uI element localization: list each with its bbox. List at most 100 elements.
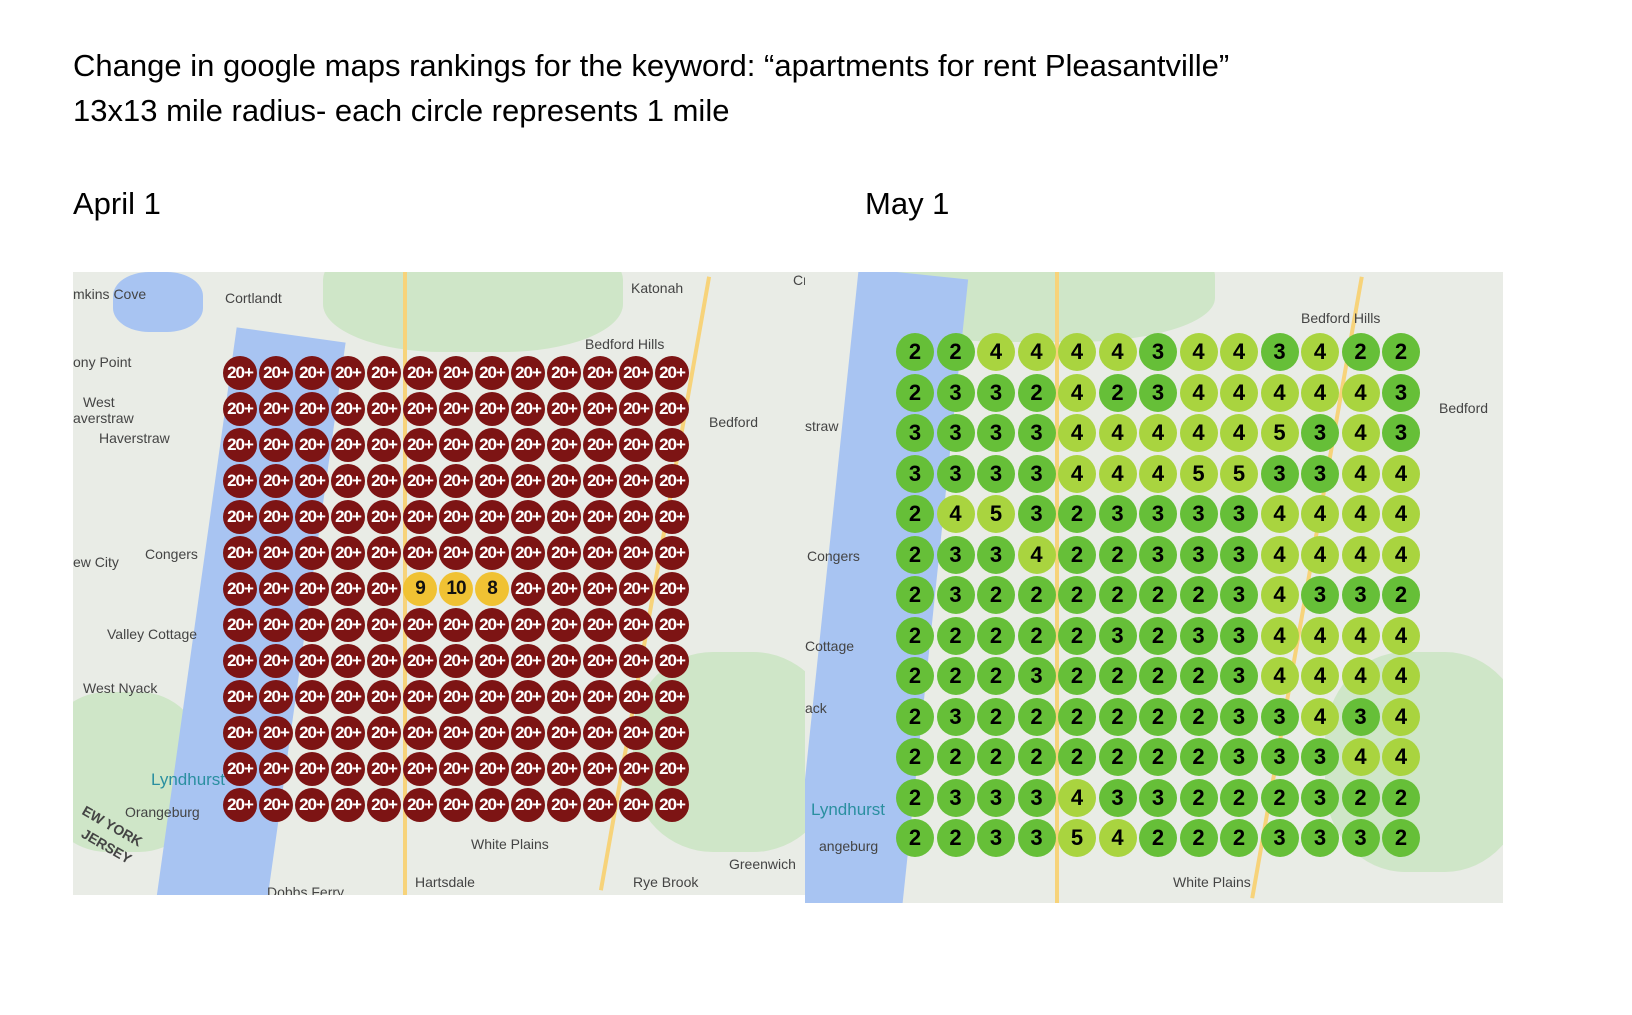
rank-circle: 20+ — [511, 464, 545, 498]
rank-circle: 2 — [1017, 576, 1056, 614]
rank-circle: 20+ — [331, 608, 365, 642]
rank-circle: 20+ — [583, 464, 617, 498]
rank-circle: 2 — [1382, 819, 1420, 857]
rank-circle: 20+ — [295, 536, 329, 570]
place-label: Lyndhurst — [811, 800, 886, 819]
rank-circle: 2 — [896, 697, 934, 736]
rank-circle: 3 — [1139, 495, 1177, 533]
rank-circle: 3 — [1220, 616, 1258, 655]
rank-circle: 3 — [896, 454, 934, 493]
rank-circle: 4 — [1260, 657, 1299, 695]
rank-circle: 4 — [1382, 697, 1420, 736]
rank-circle: 20+ — [259, 356, 293, 390]
rank-circle: 2 — [1098, 738, 1137, 776]
rank-circle: 20+ — [403, 716, 437, 750]
place-label: Congers — [807, 548, 860, 564]
rank-circle: 20+ — [367, 464, 401, 498]
rank-circle: 20+ — [259, 644, 293, 678]
rank-circle: 20+ — [331, 464, 365, 498]
rank-circle: 2 — [1220, 819, 1258, 857]
rank-circle: 2 — [1179, 697, 1218, 736]
rank-circle: 3 — [1017, 657, 1056, 695]
rank-circle: 2 — [1017, 738, 1056, 776]
rank-circle: 2 — [896, 333, 934, 371]
rank-circle: 20+ — [439, 608, 473, 642]
rank-circle: 20+ — [655, 356, 689, 390]
heading-line-1: Change in google maps rankings for the k… — [73, 48, 1230, 83]
rank-circle: 20+ — [259, 428, 293, 462]
rank-circle: 20+ — [583, 680, 617, 714]
rank-circle: 9 — [403, 572, 437, 606]
rank-circle: 3 — [977, 819, 1015, 857]
place-label: Valley Cottage — [107, 626, 198, 642]
rank-circle: 4 — [1301, 616, 1339, 655]
rank-circle: 2 — [936, 738, 975, 776]
rank-circle: 3 — [1220, 697, 1258, 736]
rank-circle: 20+ — [619, 572, 653, 606]
rank-circle: 4 — [1220, 373, 1258, 412]
rank-circle: 2 — [977, 738, 1015, 776]
rank-circle: 2 — [1139, 616, 1177, 655]
rank-circle: 3 — [1220, 738, 1258, 776]
rank-circle: 20+ — [403, 608, 437, 642]
rank-circle: 20+ — [619, 428, 653, 462]
rank-circle: 20+ — [619, 536, 653, 570]
rank-circle: 3 — [1260, 697, 1299, 736]
place-label: Dobbs Ferry — [267, 884, 345, 895]
rank-circle: 20+ — [511, 536, 545, 570]
rank-circle: 2 — [1139, 657, 1177, 695]
rank-circle: 20+ — [475, 428, 509, 462]
rank-circle: 20+ — [223, 356, 257, 390]
rank-circle: 2 — [936, 819, 975, 857]
rank-circle: 20+ — [295, 428, 329, 462]
rank-circle: 4 — [1382, 535, 1420, 574]
rank-circle: 20+ — [403, 644, 437, 678]
rank-circle: 2 — [1341, 778, 1380, 817]
rank-circle: 3 — [1260, 738, 1299, 776]
rank-circle: 20+ — [259, 536, 293, 570]
rank-circle: 2 — [1139, 697, 1177, 736]
rank-circle: 20+ — [547, 536, 581, 570]
rank-circle: 2 — [1098, 576, 1137, 614]
rank-circle: 2 — [1382, 576, 1420, 614]
rank-circle: 3 — [977, 373, 1015, 412]
rank-circle: 20+ — [475, 608, 509, 642]
rank-circle: 3 — [936, 697, 975, 736]
rank-circle: 20+ — [367, 788, 401, 822]
rank-circle: 4 — [977, 333, 1015, 371]
rank-circle: 20+ — [439, 680, 473, 714]
rank-circle: 20+ — [583, 356, 617, 390]
rank-circle: 3 — [1260, 819, 1299, 857]
rank-circle: 20+ — [583, 572, 617, 606]
place-label: Bedford — [709, 414, 759, 430]
rank-circle: 4 — [1098, 819, 1137, 857]
rank-circle: 3 — [1301, 738, 1339, 776]
rank-circle: 3 — [936, 454, 975, 493]
rank-circle: 4 — [1179, 333, 1218, 371]
rank-circle: 20+ — [655, 716, 689, 750]
place-label: ony Point — [73, 354, 132, 370]
rank-circle: 20+ — [619, 608, 653, 642]
rank-circle: 2 — [1179, 657, 1218, 695]
rank-circle: 20+ — [547, 464, 581, 498]
rank-circle: 20+ — [331, 428, 365, 462]
rank-circle: 2 — [1058, 657, 1096, 695]
place-label: Bedford Hills — [1301, 310, 1381, 326]
rank-circle: 20+ — [403, 788, 437, 822]
rank-circle: 20+ — [619, 392, 653, 426]
rank-circle: 20+ — [331, 716, 365, 750]
rank-circle: 20+ — [655, 572, 689, 606]
rank-circle: 20+ — [295, 356, 329, 390]
rank-circle: 20+ — [655, 608, 689, 642]
rank-circle: 20+ — [223, 752, 257, 786]
rank-circle: 2 — [1179, 738, 1218, 776]
rank-circle: 4 — [1301, 657, 1339, 695]
place-label: Cottage — [805, 638, 855, 654]
rank-circle: 2 — [1058, 616, 1096, 655]
rank-circle: 2 — [1098, 535, 1137, 574]
rank-circle: 3 — [1017, 819, 1056, 857]
rank-circle: 20+ — [475, 644, 509, 678]
rank-circle: 2 — [1098, 697, 1137, 736]
place-label: Katonah — [631, 280, 684, 296]
rank-circle: 3 — [1260, 454, 1299, 493]
